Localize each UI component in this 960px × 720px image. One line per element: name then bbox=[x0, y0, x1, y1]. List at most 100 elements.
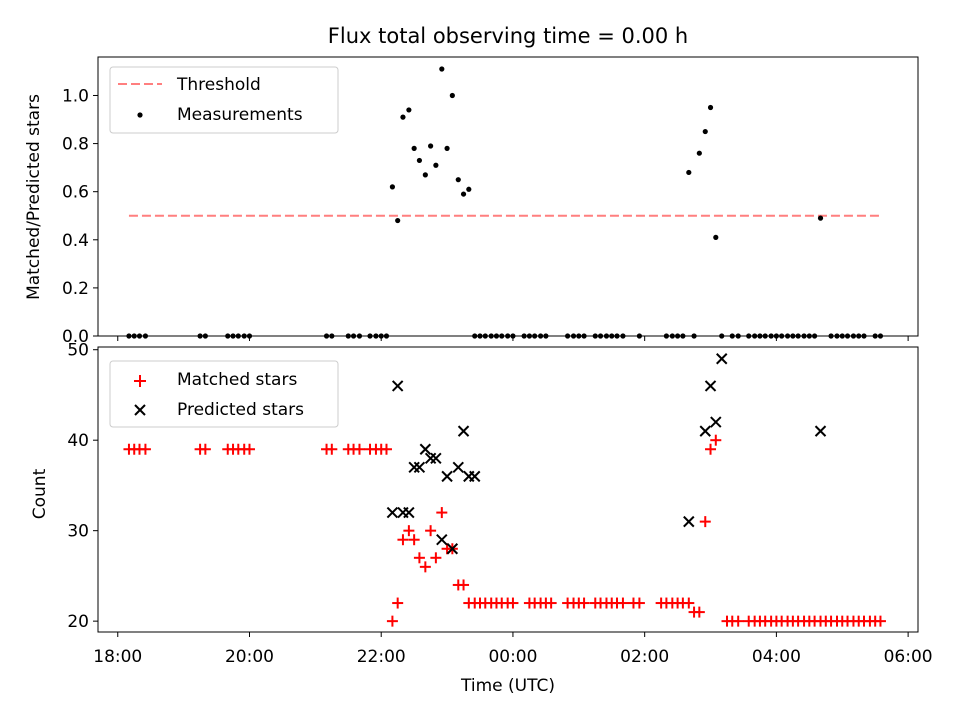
matched-star-point bbox=[419, 561, 431, 573]
legend-threshold-label: Threshold bbox=[176, 75, 261, 95]
top-x-ticks bbox=[117, 336, 909, 341]
measurement-point bbox=[422, 172, 428, 178]
bottom-y-tick-label: 20 bbox=[67, 612, 89, 632]
predicted-star-point bbox=[716, 353, 728, 365]
predicted-star-point bbox=[391, 380, 404, 392]
measurement-point bbox=[433, 162, 439, 168]
measurement-point bbox=[444, 145, 450, 151]
measurement-point bbox=[411, 145, 417, 151]
bottom-legend-frame bbox=[109, 360, 339, 428]
measurement-point bbox=[406, 107, 412, 113]
x-tick-label: 00:00 bbox=[488, 647, 537, 667]
bottom-panel-frame bbox=[97, 346, 919, 633]
top-y-axis-label: Matched/Predicted stars bbox=[24, 94, 44, 300]
bottom-y-tick-label: 30 bbox=[67, 522, 89, 542]
x-axis-label: Time (UTC) bbox=[460, 676, 555, 696]
bottom-x-ticks: 18:00 20:00 22:00 00:00 02:00 04:00 06:00 bbox=[93, 632, 933, 667]
predicted-star-point bbox=[424, 452, 437, 464]
predicted-star-point bbox=[403, 506, 415, 519]
x-tick-label: 06:00 bbox=[884, 647, 933, 667]
matched-star-point bbox=[545, 597, 557, 609]
matched-star-point bbox=[403, 525, 415, 537]
x-tick-label: 20:00 bbox=[225, 647, 274, 667]
matched-star-point bbox=[683, 597, 695, 609]
measurement-point bbox=[389, 184, 396, 190]
matched-star-point bbox=[139, 443, 151, 455]
top-legend: Threshold Measurements bbox=[109, 66, 339, 134]
matched-star-point bbox=[732, 615, 744, 627]
predicted-star-point bbox=[704, 380, 717, 392]
matched-star-point bbox=[380, 443, 392, 455]
legend-measurements-swatch bbox=[137, 112, 143, 118]
x-tick-label: 18:00 bbox=[93, 647, 142, 667]
matched-star-point bbox=[507, 597, 519, 609]
bottom-y-tick-label: 50 bbox=[67, 341, 89, 361]
matched-star-point bbox=[458, 579, 470, 591]
matched-star-point bbox=[425, 525, 437, 537]
matched-star-point bbox=[578, 597, 590, 609]
matched-star-point bbox=[874, 615, 886, 627]
measurement-point bbox=[439, 66, 445, 72]
predicted-star-point bbox=[413, 461, 426, 474]
measurement-point bbox=[395, 217, 401, 224]
predicted-star-point bbox=[699, 425, 711, 437]
matched-stars-points bbox=[123, 434, 886, 627]
predicted-star-point bbox=[710, 416, 722, 428]
top-y-tick-label: 0.6 bbox=[62, 183, 89, 203]
measurement-point bbox=[455, 177, 461, 183]
matched-star-point bbox=[386, 615, 398, 627]
predicted-star-point bbox=[408, 461, 420, 474]
bottom-y-tick-label: 40 bbox=[67, 431, 89, 451]
matched-star-point bbox=[243, 443, 255, 455]
legend-measurements-label: Measurements bbox=[177, 105, 303, 125]
matched-star-point bbox=[326, 443, 338, 455]
measurement-point bbox=[707, 104, 714, 111]
predicted-star-point bbox=[419, 443, 432, 455]
measurement-point bbox=[466, 186, 472, 192]
predicted-star-point bbox=[457, 425, 470, 437]
legend-predicted-swatch bbox=[134, 404, 146, 416]
predicted-star-point bbox=[441, 470, 453, 483]
chart-title: Flux total observing time = 0.00 h bbox=[328, 24, 688, 48]
matched-star-point bbox=[413, 552, 425, 564]
x-tick-label: 02:00 bbox=[620, 647, 669, 667]
top-panel-frame bbox=[97, 56, 919, 337]
measurement-point bbox=[416, 157, 423, 164]
predicted-star-point bbox=[452, 461, 464, 474]
predicted-star-point bbox=[446, 543, 459, 555]
measurement-point bbox=[686, 169, 692, 176]
measurement-point bbox=[702, 128, 708, 135]
measurement-point bbox=[460, 191, 467, 197]
bottom-legend: Matched stars Predicted stars bbox=[109, 360, 339, 428]
matched-star-point bbox=[693, 606, 705, 618]
top-panel: 0.0 0.2 0.4 0.6 0.8 1.0 Matched/Predicted sta… bbox=[24, 56, 919, 347]
matched-star-point bbox=[617, 597, 629, 609]
top-y-tick-label: 0.8 bbox=[62, 135, 89, 155]
measurement-point bbox=[817, 215, 824, 221]
predicted-star-point bbox=[814, 425, 827, 437]
bottom-y-ticks: 20 30 40 50 bbox=[67, 341, 98, 632]
matched-star-point bbox=[408, 534, 420, 546]
bottom-panel: 20 30 40 50 18:00 20:00 22:00 00:00 02:00 04:00 0… bbox=[30, 341, 933, 696]
matched-star-point bbox=[705, 443, 717, 455]
matched-star-point bbox=[699, 516, 711, 528]
measurement-point bbox=[696, 150, 702, 156]
matched-star-point bbox=[353, 443, 365, 455]
matched-star-point bbox=[710, 434, 722, 446]
legend-matched-label: Matched stars bbox=[177, 370, 297, 390]
predicted-star-point bbox=[469, 470, 481, 483]
predicted-stars-points bbox=[386, 353, 827, 555]
matched-star-point bbox=[397, 534, 409, 546]
measurement-point bbox=[449, 92, 455, 99]
measurement-point bbox=[428, 143, 434, 149]
legend-matched-swatch bbox=[134, 375, 146, 387]
predicted-star-point bbox=[386, 506, 399, 519]
top-legend-frame bbox=[109, 66, 339, 134]
matched-star-point bbox=[392, 597, 404, 609]
matched-star-point bbox=[430, 552, 442, 564]
top-y-tick-label: 0.4 bbox=[62, 231, 89, 251]
top-y-tick-label: 1.0 bbox=[62, 86, 89, 106]
predicted-star-point bbox=[683, 515, 695, 528]
measurement-point bbox=[713, 234, 719, 240]
